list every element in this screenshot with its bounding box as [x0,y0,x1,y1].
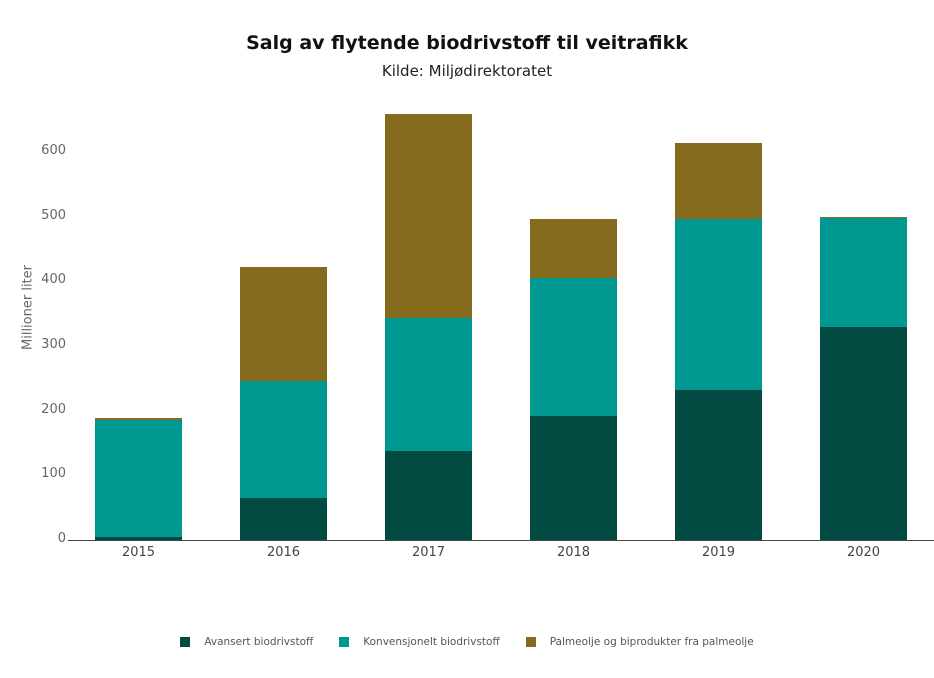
chart-title: Salg av flytende biodrivstoff til veitra… [246,32,688,54]
chart-subtitle: Kilde: Miljødirektoratet [381,62,553,80]
bar-segment[interactable] [240,267,327,381]
x-tick-label: 2018 [556,545,591,560]
y-tick-label: 100 [41,466,66,482]
y-tick-label: 0 [57,531,66,546]
bar-segment[interactable] [385,113,472,319]
legend-swatch [180,637,191,647]
x-tick-label: 2017 [411,545,446,560]
legend: Avansert biodrivstoff Konvensjonelt biod… [0,636,934,648]
bar-segment[interactable] [385,318,472,451]
y-tick-label: 400 [41,272,66,288]
y-tick-label: 300 [41,336,66,352]
x-tick-label: 2016 [266,545,301,560]
legend-label: Konvensjonelt biodrivstoff [363,636,500,648]
x-axis-line [68,540,934,541]
x-tick-label: 2015 [121,545,156,560]
x-tick-label: 2020 [846,545,881,560]
bar-segment[interactable] [240,497,327,540]
y-tick-label: 500 [41,207,66,223]
legend-swatch [525,637,536,647]
legend-label: Palmeolje og biprodukter fra palmeolje [549,636,754,648]
bar-segment[interactable] [530,278,617,416]
legend-swatch [339,637,350,647]
bar-segment[interactable] [240,380,327,498]
bar-segment[interactable] [675,142,762,220]
y-tick-label: 200 [41,401,66,417]
legend-item-palmeolje[interactable]: Palmeolje og biprodukter fra palmeolje [525,636,754,648]
y-tick-label: 600 [41,142,66,158]
bar-segment[interactable] [820,217,907,328]
bar-segment[interactable] [675,219,762,390]
bar-2017[interactable] [385,113,472,540]
legend-item-avansert[interactable]: Avansert biodrivstoff [180,636,313,648]
bar-segment[interactable] [95,418,182,421]
bar-segment[interactable] [675,389,762,540]
legend-label: Avansert biodrivstoff [204,636,314,648]
bar-segment[interactable] [385,450,472,540]
bar-2019[interactable] [675,142,762,540]
bar-segment[interactable] [820,327,907,540]
bar-2016[interactable] [240,267,327,540]
bar-segment[interactable] [530,415,617,540]
x-tick-label: 2019 [701,545,736,560]
bar-2018[interactable] [530,219,617,540]
bar-2015[interactable] [95,418,182,540]
bar-segment[interactable] [95,536,182,540]
bar-segment[interactable] [820,216,907,218]
legend-item-konvensjonelt[interactable]: Konvensjonelt biodrivstoff [339,636,500,648]
bar-2020[interactable] [820,216,907,540]
bar-segment[interactable] [95,420,182,537]
bar-segment[interactable] [530,219,617,279]
